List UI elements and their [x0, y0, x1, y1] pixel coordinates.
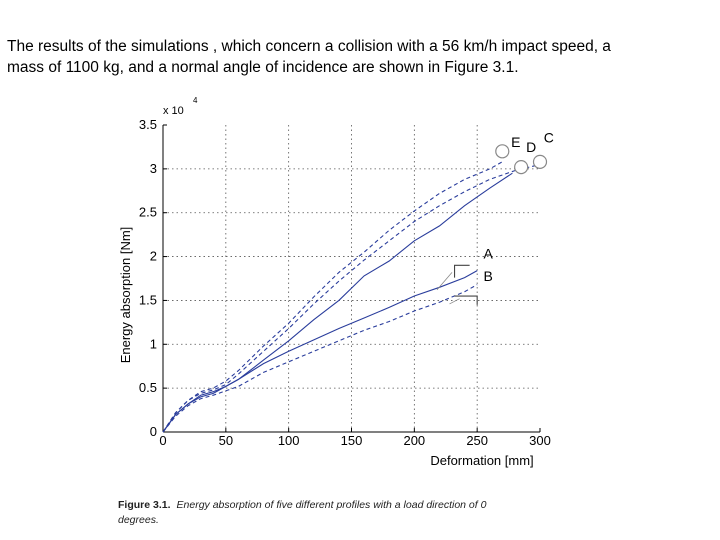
- series-b-marker: [454, 295, 478, 305]
- y-tick-label: 0.5: [139, 380, 157, 395]
- x-tick-label: 100: [278, 433, 300, 448]
- figure-caption-text: Energy absorption of five different prof…: [176, 499, 487, 511]
- series-d-line: [162, 172, 513, 433]
- y-tick-label: 3: [150, 161, 157, 176]
- x-tick-labels: 0 50 100 150 200 250 300: [159, 433, 550, 448]
- y-tick-label: 1.5: [139, 292, 157, 307]
- circle-marker: [532, 154, 548, 169]
- figure-caption-label: Figure 3.1.: [118, 499, 171, 511]
- y-multiplier: x 10: [163, 105, 184, 117]
- y-tick-label: 1: [150, 336, 157, 351]
- x-tick-label: 300: [529, 433, 551, 448]
- figure-caption: Figure 3.1. Energy absorption of five dif…: [118, 498, 563, 528]
- y-tick-label: 2: [150, 249, 157, 264]
- axes: [162, 124, 541, 433]
- x-tick-label: 200: [403, 433, 425, 448]
- x-tick-label: 50: [219, 433, 233, 448]
- x-tick-label: 250: [466, 433, 488, 448]
- x-tick-label: 150: [341, 433, 363, 448]
- series-label-e: E: [511, 134, 520, 150]
- series-a-marker: [453, 264, 470, 278]
- circle-marker: [514, 160, 529, 175]
- circle-marker: [495, 144, 510, 159]
- grid-lines: [163, 125, 540, 432]
- x-axis-label: Deformation [mm]: [430, 453, 533, 468]
- y-tick-label: 3.5: [139, 117, 157, 132]
- series-lines: [162, 161, 541, 433]
- y-tick-label: 0: [150, 424, 157, 439]
- series-b-line: [162, 284, 478, 433]
- series-markers: E DC AB: [436, 130, 554, 305]
- intro-paragraph: The results of the simulations , which c…: [7, 36, 713, 78]
- series-label-d: D: [526, 139, 536, 155]
- series-e-line: [162, 161, 503, 433]
- intro-line-1: The results of the simulations , which c…: [7, 38, 611, 55]
- series-label-b: B: [483, 268, 492, 284]
- x-tick-label: 0: [159, 433, 166, 448]
- y-multiplier-exponent: 4: [193, 96, 198, 105]
- series-label-c: C: [544, 130, 554, 146]
- y-tick-label: 2.5: [139, 205, 157, 220]
- energy-absorption-chart: 0 50 100 150 200 250 300 0 0.5 1 1.5 2 2.5 3 3.5 E DC A…: [118, 96, 554, 468]
- intro-line-2: mass of 1100 kg, and a normal angle of i…: [7, 59, 519, 76]
- leader-line: [436, 272, 453, 291]
- series-label-a: A: [483, 245, 493, 261]
- figure-caption-text-2: degrees.: [118, 514, 159, 526]
- series-a-line: [162, 270, 478, 433]
- leader-line: [449, 298, 460, 305]
- y-axis-label: Energy absorption [Nm]: [118, 227, 133, 364]
- y-tick-labels: 0 0.5 1 1.5 2 2.5 3 3.5: [139, 117, 157, 439]
